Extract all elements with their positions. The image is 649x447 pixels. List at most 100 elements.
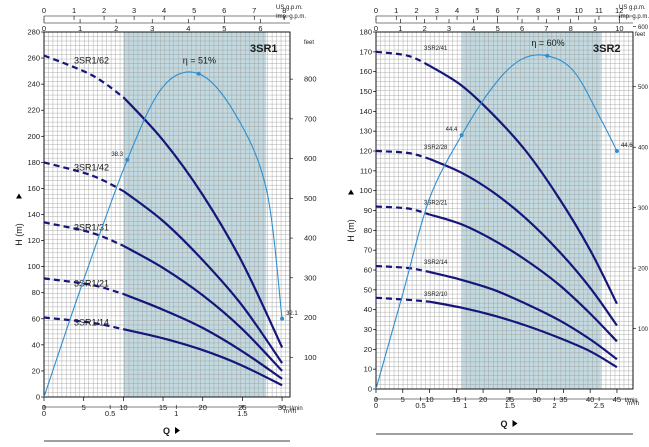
us-gpm-tick-label: 7 xyxy=(516,6,520,15)
imp-gpm-tick-label: 0 xyxy=(374,24,378,33)
grid xyxy=(375,31,634,390)
imp-gpm-tick-label: 2 xyxy=(423,24,427,33)
y-tick-label: 50 xyxy=(364,285,372,294)
y-tick-label: 180 xyxy=(27,158,40,167)
chart-3sr2: 0102030405060708090100110120130140150160… xyxy=(346,5,649,435)
pump-curve-dashed xyxy=(43,277,124,296)
pump-curve-dashed xyxy=(43,161,124,192)
efficiency-point-label: 38.3 xyxy=(111,152,123,158)
efficiency-label: η = 60% xyxy=(531,38,564,48)
us-gpm-tick-label: 3 xyxy=(435,6,439,15)
pump-curve-dashed xyxy=(375,50,430,67)
pump-curve-dashed xyxy=(43,54,125,99)
us-gpm-unit-label: US g.p.m. xyxy=(276,5,303,11)
x-tick-label: 35 xyxy=(559,395,567,404)
efficiency-peak-point xyxy=(545,53,550,58)
feet-tick-label: 300 xyxy=(304,273,317,282)
us-gpm-tick-label: 8 xyxy=(536,6,540,15)
m3h-tick-label: 0.5 xyxy=(105,409,115,418)
imp-gpm-tick-label: 3 xyxy=(150,24,154,33)
imp-gpm-tick-label: 3 xyxy=(447,24,451,33)
feet-tick-label: 700 xyxy=(304,114,317,123)
efficiency-curve xyxy=(43,71,283,398)
pump-curve xyxy=(122,190,284,364)
imp-gpm-tick-label: 5 xyxy=(496,24,500,33)
efficiency-peak-point xyxy=(196,71,201,76)
y-tick-label: 150 xyxy=(359,87,372,96)
us-gpm-tick-label: 5 xyxy=(475,6,479,15)
feet-tick-label: 400 xyxy=(638,146,649,152)
us-gpm-tick-label: 2 xyxy=(414,6,418,15)
imp-gpm-tick-label: 1 xyxy=(78,24,82,33)
x-unit-label: l/min xyxy=(290,406,303,412)
y-tick-label: 130 xyxy=(359,127,372,136)
y-axis-label: H (m) xyxy=(346,219,356,242)
feet-tick-label: 100 xyxy=(304,353,317,362)
pump-curve xyxy=(429,213,618,343)
y-tick-label: 120 xyxy=(27,236,40,245)
pump-curve-dashed xyxy=(375,264,430,274)
efficiency-point xyxy=(459,133,464,138)
efficiency-curve xyxy=(375,54,618,390)
m3h-unit-label: m³/h xyxy=(627,401,639,407)
imp-gpm-tick-label: 7 xyxy=(544,24,548,33)
imp-gpm-tick-label: 2 xyxy=(114,24,118,33)
y-tick-label: 10 xyxy=(364,365,372,374)
q-axis-label: Q xyxy=(163,426,170,436)
pump-curve-label: 3SR1/42 xyxy=(74,162,109,172)
pump-curve-label: 3SR2/10 xyxy=(424,292,448,298)
x-tick-label: 40 xyxy=(586,395,594,404)
imp-gpm-tick-label: 10 xyxy=(615,24,623,33)
imp-gpm-tick-label: 5 xyxy=(222,24,226,33)
pump-curve-label: 3SR2/14 xyxy=(424,260,448,266)
m3h-tick-label: 0 xyxy=(42,409,46,418)
us-gpm-tick-label: 1 xyxy=(72,6,76,15)
y-tick-label: 220 xyxy=(27,106,40,115)
us-gpm-tick-label: 6 xyxy=(222,6,226,15)
m3h-tick-label: 0.5 xyxy=(415,401,425,410)
efficiency-point-label: 44.6 xyxy=(621,143,633,149)
m3h-tick-label: 2.5 xyxy=(594,401,604,410)
pump-curve-dashed xyxy=(43,221,124,247)
y-tick-label: 120 xyxy=(359,147,372,156)
x-tick-label: 5 xyxy=(82,403,86,412)
efficiency-band xyxy=(461,32,601,389)
y-tick-label: 40 xyxy=(32,340,40,349)
y-tick-label: 80 xyxy=(364,226,372,235)
y-axis-arrow-icon xyxy=(16,193,22,199)
pump-curve xyxy=(429,157,618,327)
pump-curve xyxy=(122,244,283,372)
pump-curve xyxy=(429,270,618,361)
pump-curve xyxy=(122,96,284,348)
y-tick-label: 140 xyxy=(27,210,40,219)
feet-tick-label: 600 xyxy=(304,154,317,163)
us-gpm-tick-label: 0 xyxy=(374,6,378,15)
pump-curve-dashed xyxy=(43,316,124,331)
x-tick-label: 15 xyxy=(452,395,460,404)
us-gpm-tick-label: 6 xyxy=(496,6,500,15)
pump-curve xyxy=(428,64,618,305)
y-tick-label: 160 xyxy=(359,67,372,76)
pump-curve-label: 3SR2/21 xyxy=(424,201,448,207)
y-tick-label: 90 xyxy=(364,206,372,215)
imp-gpm-tick-label: 0 xyxy=(42,24,46,33)
us-gpm-tick-label: 0 xyxy=(42,6,46,15)
pump-curve-dashed xyxy=(375,149,430,160)
pump-curve-label: 3SR2/41 xyxy=(424,46,448,52)
x-tick-label: 30 xyxy=(278,403,286,412)
y-tick-label: 100 xyxy=(359,186,372,195)
us-gpm-tick-label: 5 xyxy=(192,6,196,15)
m3h-unit-label: m³/h xyxy=(284,409,296,415)
imp-gpm-unit-label: Imp. g.p.m. xyxy=(619,14,649,20)
x-tick-label: 20 xyxy=(479,395,487,404)
pump-curve-label: 3SR2/28 xyxy=(424,145,448,151)
y-tick-label: 0 xyxy=(368,385,372,394)
us-gpm-tick-label: 8 xyxy=(282,6,286,15)
m3h-tick-label: 0 xyxy=(374,401,378,410)
y-tick-label: 160 xyxy=(27,184,40,193)
feet-tick-label: 100 xyxy=(638,327,649,333)
q-axis-arrow-icon xyxy=(175,427,180,434)
y-tick-label: 170 xyxy=(359,47,372,56)
pump-curve-label: 3SR1/21 xyxy=(74,278,109,288)
x-tick-label: 45 xyxy=(613,395,621,404)
